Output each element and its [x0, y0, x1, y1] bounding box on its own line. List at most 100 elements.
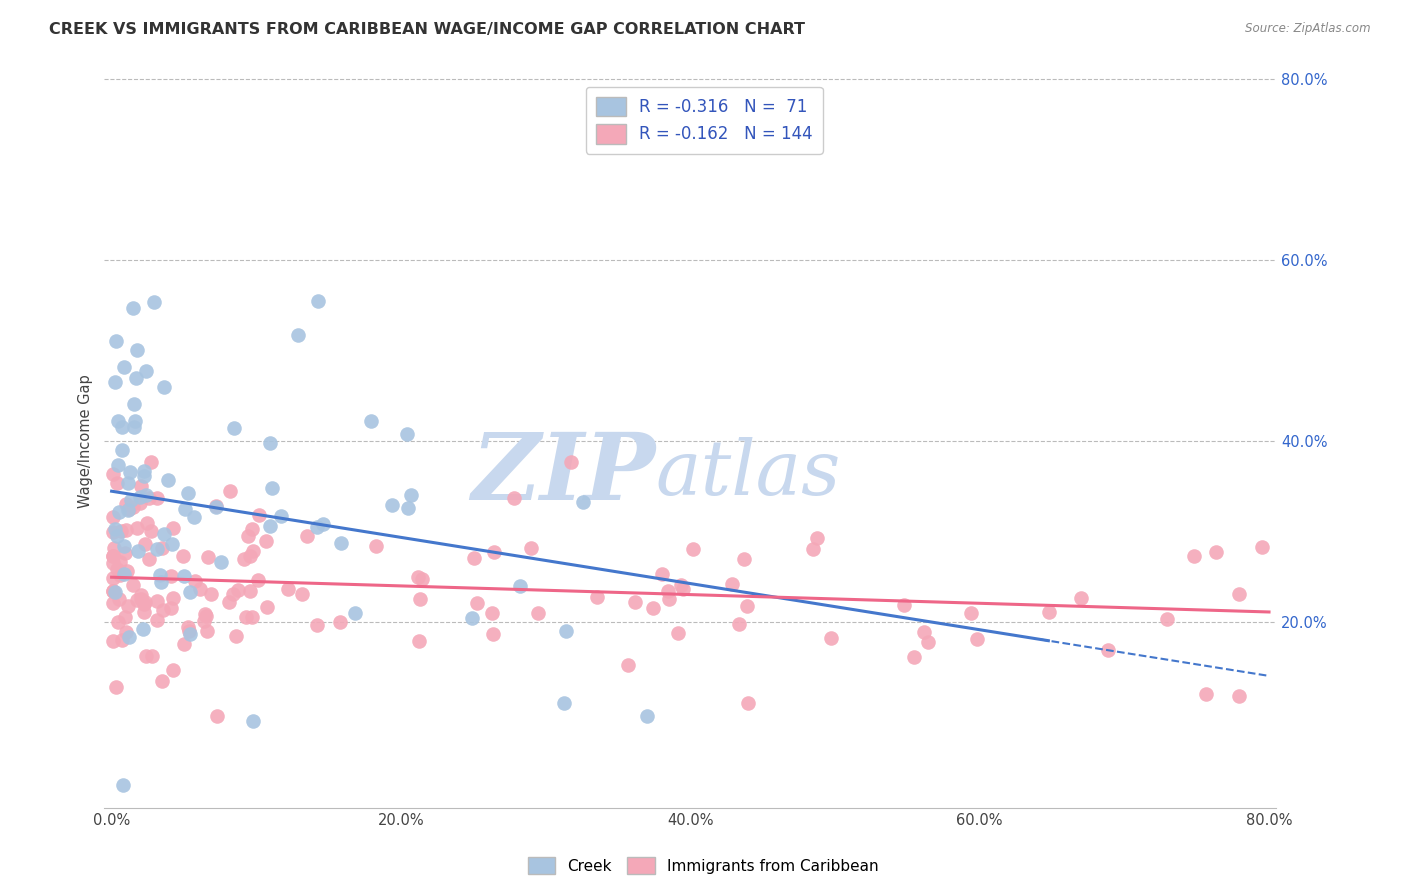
Point [162, 663, 184, 677]
Point [138, 552, 160, 566]
Point [651, 566, 673, 581]
Point [135, 488, 157, 502]
Point [721, 576, 744, 591]
Point [103, 549, 125, 563]
Text: CREEK VS IMMIGRANTS FROM CARIBBEAN WAGE/INCOME GAP CORRELATION CHART: CREEK VS IMMIGRANTS FROM CARIBBEAN WAGE/… [49, 22, 806, 37]
Point [242, 544, 264, 558]
Point [152, 603, 174, 617]
Point [801, 542, 824, 557]
Point [150, 541, 173, 556]
Point [115, 625, 138, 640]
Point [406, 570, 429, 584]
Point [134, 595, 156, 609]
Text: atlas: atlas [655, 437, 841, 511]
Point [184, 574, 207, 589]
Y-axis label: Wage/Income Gap: Wage/Income Gap [79, 375, 93, 508]
Point [307, 293, 329, 308]
Point [481, 606, 503, 620]
Point [103, 584, 125, 599]
Point [129, 589, 152, 603]
Point [238, 529, 260, 543]
Point [239, 549, 262, 563]
Point [179, 584, 201, 599]
Point [188, 582, 211, 596]
Point [806, 531, 828, 545]
Point [235, 610, 257, 624]
Point [200, 587, 222, 601]
Point [197, 549, 219, 564]
Point [101, 549, 124, 563]
Point [141, 649, 163, 664]
Point [624, 594, 647, 608]
Point [232, 552, 254, 566]
Point [287, 327, 309, 342]
Point [893, 598, 915, 612]
Point [112, 359, 135, 374]
Point [820, 632, 842, 646]
Point [555, 624, 578, 638]
Point [146, 594, 169, 608]
Point [128, 496, 150, 510]
Point [160, 537, 183, 551]
Point [465, 596, 488, 610]
Point [482, 627, 505, 641]
Point [177, 485, 200, 500]
Point [259, 519, 281, 533]
Point [135, 649, 157, 664]
Point [132, 464, 155, 478]
Point [520, 541, 543, 555]
Point [107, 414, 129, 428]
Point [118, 502, 141, 516]
Point [260, 482, 283, 496]
Point [1227, 690, 1250, 704]
Point [107, 615, 129, 629]
Point [134, 537, 156, 551]
Point [204, 500, 226, 514]
Point [727, 616, 749, 631]
Point [305, 520, 328, 534]
Point [291, 587, 314, 601]
Point [1194, 687, 1216, 701]
Point [360, 414, 382, 428]
Point [114, 546, 136, 560]
Point [344, 607, 367, 621]
Point [135, 364, 157, 378]
Point [194, 609, 217, 624]
Point [408, 633, 430, 648]
Point [270, 508, 292, 523]
Point [105, 334, 128, 348]
Point [218, 595, 240, 609]
Point [1070, 591, 1092, 605]
Point [129, 479, 152, 493]
Point [966, 632, 988, 646]
Point [160, 600, 183, 615]
Point [617, 657, 640, 672]
Point [502, 491, 524, 506]
Point [735, 599, 758, 614]
Point [132, 468, 155, 483]
Point [131, 622, 153, 636]
Point [912, 625, 935, 640]
Point [125, 371, 148, 385]
Point [120, 492, 142, 507]
Point [396, 500, 419, 515]
Point [110, 633, 132, 648]
Point [145, 542, 167, 557]
Point [117, 599, 139, 614]
Point [118, 630, 141, 644]
Point [571, 495, 593, 509]
Point [658, 592, 681, 607]
Point [125, 521, 148, 535]
Point [527, 606, 550, 620]
Point [101, 596, 124, 610]
Point [149, 575, 172, 590]
Point [295, 529, 318, 543]
Point [225, 629, 247, 643]
Point [364, 539, 387, 553]
Point [153, 526, 176, 541]
Point [149, 568, 172, 582]
Point [159, 569, 181, 583]
Point [671, 578, 693, 592]
Point [183, 510, 205, 524]
Point [107, 458, 129, 473]
